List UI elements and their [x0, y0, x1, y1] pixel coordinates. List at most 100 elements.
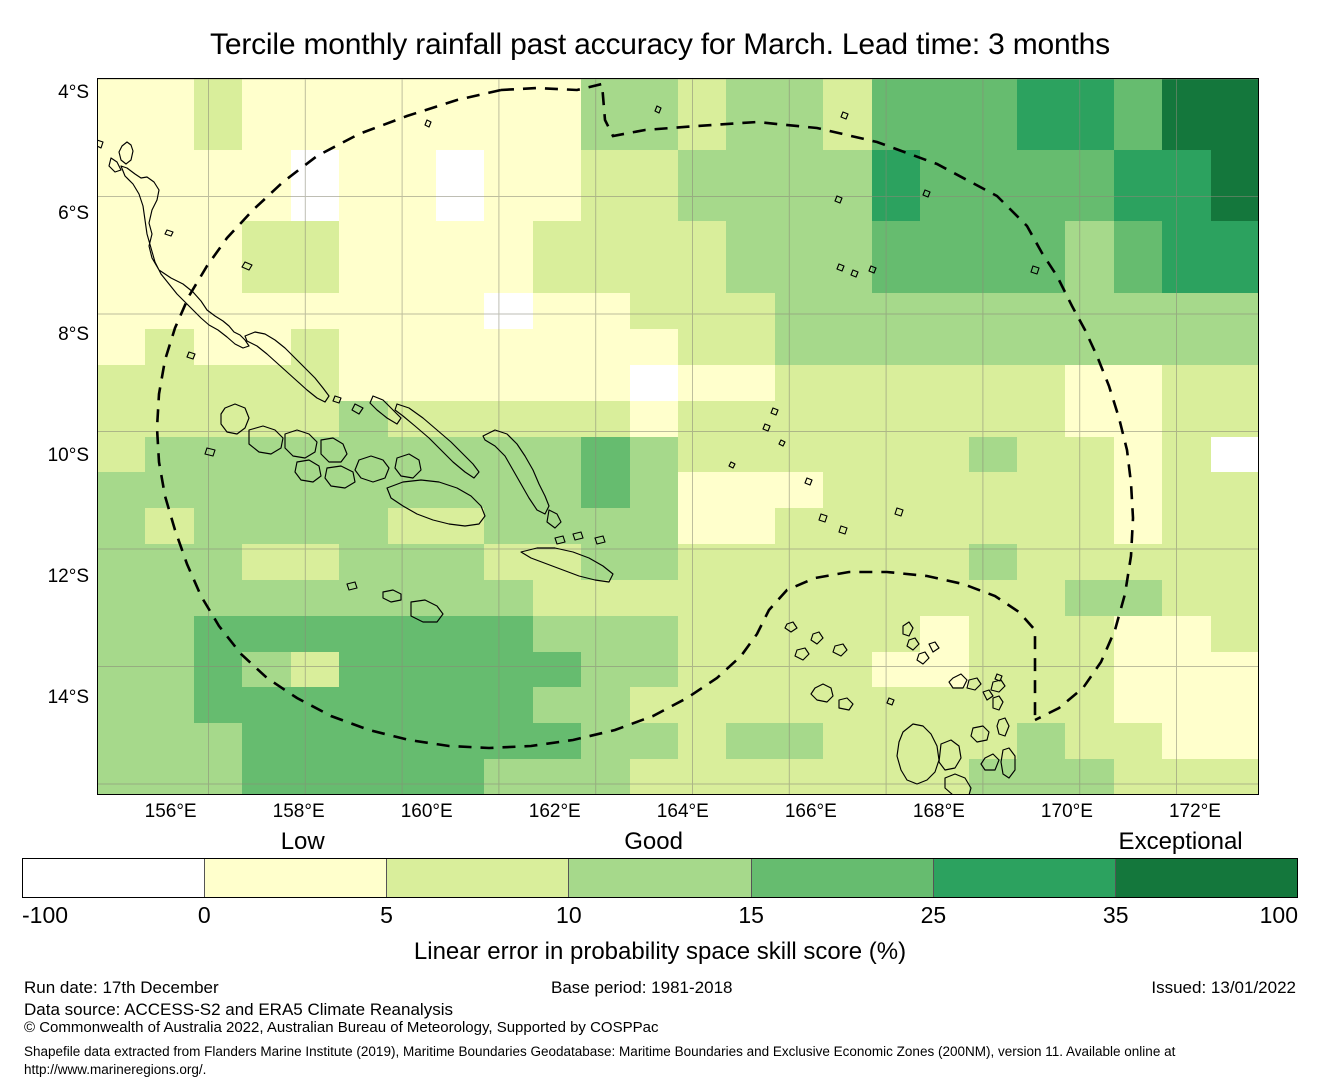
heatmap-cell	[1113, 257, 1164, 295]
heatmap-cell	[532, 508, 583, 546]
heatmap-cell	[145, 78, 196, 115]
heatmap-cell	[871, 508, 922, 546]
heatmap-cell	[581, 78, 632, 115]
heatmap-cell	[726, 78, 777, 115]
heatmap-cell	[823, 257, 874, 295]
heatmap-cell	[387, 149, 438, 187]
map-canvas[interactable]	[97, 78, 1259, 795]
heatmap-cell	[532, 687, 583, 725]
heatmap-cell	[532, 436, 583, 474]
heatmap-cell	[387, 579, 438, 617]
heatmap-cell	[968, 400, 1019, 438]
heatmap-cell	[774, 78, 825, 115]
heatmap-cell	[532, 579, 583, 617]
colorbar-tick-label: 0	[197, 902, 211, 928]
x-tick-label: 168°E	[912, 801, 965, 822]
heatmap-cell	[1016, 78, 1067, 115]
heatmap-cell	[823, 651, 874, 689]
heatmap-cell	[290, 508, 341, 546]
heatmap-cell	[871, 221, 922, 259]
heatmap-cell	[678, 400, 728, 438]
heatmap-cell	[581, 472, 632, 510]
heatmap-cell	[193, 723, 244, 761]
heatmap-cell	[435, 149, 486, 187]
heatmap-cell-layer	[97, 78, 1259, 795]
heatmap-cell	[193, 579, 244, 617]
heatmap-cell	[290, 149, 341, 187]
heatmap-cell	[484, 328, 535, 366]
heatmap-cell	[435, 113, 486, 151]
colorbar-category-label: Low	[280, 828, 325, 855]
heatmap-cell	[1210, 78, 1259, 115]
heatmap-cell	[774, 113, 825, 151]
heatmap-cell	[1210, 687, 1259, 725]
heatmap-cell	[339, 328, 390, 366]
heatmap-cell	[387, 78, 438, 115]
heatmap-cell	[242, 723, 293, 761]
shapefile-attribution-line2: http://www.marineregions.org/.	[24, 1062, 207, 1077]
heatmap-cell	[1016, 687, 1067, 725]
heatmap-cell	[145, 615, 196, 653]
heatmap-cell	[532, 615, 583, 653]
heatmap-cell	[920, 651, 971, 689]
heatmap-cell	[97, 687, 147, 725]
heatmap-cell	[678, 185, 728, 223]
colorbar-gradient[interactable]	[22, 858, 1298, 898]
heatmap-cell	[1113, 508, 1164, 546]
heatmap-cell	[1113, 687, 1164, 725]
heatmap-cell	[1065, 544, 1116, 582]
heatmap-cell	[387, 759, 438, 795]
heatmap-cell	[678, 651, 728, 689]
heatmap-cell	[726, 364, 777, 402]
heatmap-cell	[484, 149, 535, 187]
heatmap-cell	[484, 472, 535, 510]
heatmap-cell	[581, 687, 632, 725]
heatmap-cell	[145, 508, 196, 546]
heatmap-cell	[1113, 364, 1164, 402]
colorbar[interactable]	[22, 858, 1298, 898]
heatmap-cell	[1016, 113, 1067, 151]
heatmap-cell	[484, 436, 535, 474]
heatmap-cell	[774, 759, 825, 795]
heatmap-cell	[629, 687, 680, 725]
heatmap-cell	[871, 579, 922, 617]
heatmap-cell	[97, 436, 147, 474]
heatmap-cell	[1210, 615, 1259, 653]
heatmap-cell	[1162, 113, 1213, 151]
heatmap-cell	[823, 579, 874, 617]
heatmap-cell	[387, 508, 438, 546]
heatmap-cell	[339, 185, 390, 223]
heatmap-cell	[1016, 472, 1067, 510]
heatmap-cell	[339, 687, 390, 725]
heatmap-cell	[678, 293, 728, 331]
heatmap-cell	[774, 651, 825, 689]
heatmap-cell	[242, 78, 293, 115]
heatmap-cell	[678, 257, 728, 295]
heatmap-cell	[242, 364, 293, 402]
heatmap-cell	[290, 293, 341, 331]
heatmap-cell	[435, 615, 486, 653]
heatmap-cell	[1162, 78, 1213, 115]
heatmap-cell	[581, 257, 632, 295]
heatmap-cell	[920, 472, 971, 510]
heatmap-cell	[290, 328, 341, 366]
heatmap-cell	[1113, 759, 1164, 795]
heatmap-cell	[145, 579, 196, 617]
heatmap-cell	[920, 113, 971, 151]
heatmap-cell	[387, 400, 438, 438]
heatmap-cell	[581, 759, 632, 795]
heatmap-cell	[1162, 759, 1213, 795]
heatmap-cell	[1065, 113, 1116, 151]
heatmap-cell	[629, 257, 680, 295]
heatmap-cell	[435, 364, 486, 402]
heatmap-cell	[968, 257, 1019, 295]
heatmap-cell	[290, 472, 341, 510]
colorbar-segment	[204, 859, 387, 897]
heatmap-cell	[678, 436, 728, 474]
heatmap-cell	[532, 364, 583, 402]
heatmap-cell	[1113, 221, 1164, 259]
heatmap-cell	[1065, 579, 1116, 617]
heatmap-cell	[1113, 544, 1164, 582]
heatmap-cell	[145, 149, 196, 187]
colorbar-tick-label: 5	[380, 902, 393, 928]
